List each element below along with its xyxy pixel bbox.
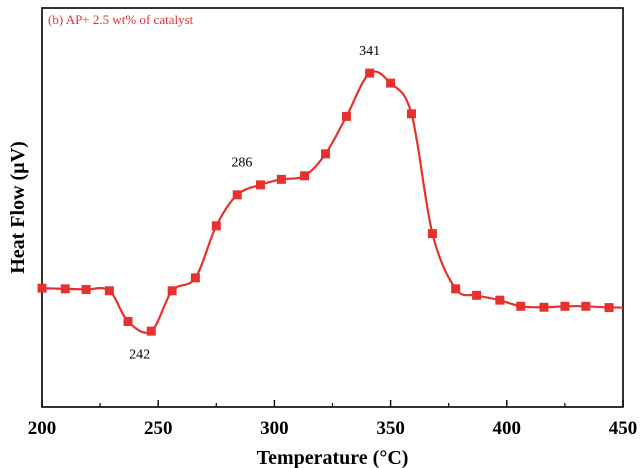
series-layer [37,68,623,336]
data-point-marker [37,283,47,293]
x-tick-label: 300 [260,418,289,439]
peak-annotation: 242 [129,348,150,363]
annotation-layer: 242 286 341 [129,44,380,363]
x-tick-label: 200 [28,418,57,439]
data-point-marker [146,326,156,336]
data-point-marker [232,190,242,200]
data-point-marker [167,286,177,296]
data-point-marker [321,149,331,159]
x-axis-ticks: 200 250 300 350 400 450 [28,400,638,439]
legend-entry: (b) AP+ 2.5 wt% of catalyst [48,12,194,27]
data-point-marker [495,295,505,305]
data-point-marker [427,229,437,239]
data-point-marker [472,290,482,300]
data-point-marker [104,286,114,296]
x-tick-label: 350 [376,418,405,439]
data-point-marker [190,273,200,283]
data-point-marker [516,301,526,311]
peak-annotation: 341 [359,44,380,59]
data-point-marker [300,171,310,181]
data-point-marker [604,303,614,313]
data-point-marker [211,221,221,231]
x-tick-label: 400 [493,418,522,439]
data-point-marker [539,302,549,312]
peak-annotation: 286 [231,155,252,170]
data-point-marker [341,111,351,121]
data-point-marker [560,301,570,311]
series-line [41,70,623,334]
x-axis-title: Temperature (°C) [257,447,409,468]
y-axis-title: Heat Flow (µV) [7,141,29,274]
data-point-marker [60,284,70,294]
data-point-marker [276,174,286,184]
x-tick-label: 450 [609,418,638,439]
data-point-marker [386,78,396,88]
data-point-marker [365,68,375,78]
data-point-marker [407,109,417,119]
data-point-marker [451,284,461,294]
data-point-marker [81,284,91,294]
data-point-marker [123,316,133,326]
x-tick-label: 250 [144,418,173,439]
data-point-marker [255,180,265,190]
data-point-marker [581,301,591,311]
